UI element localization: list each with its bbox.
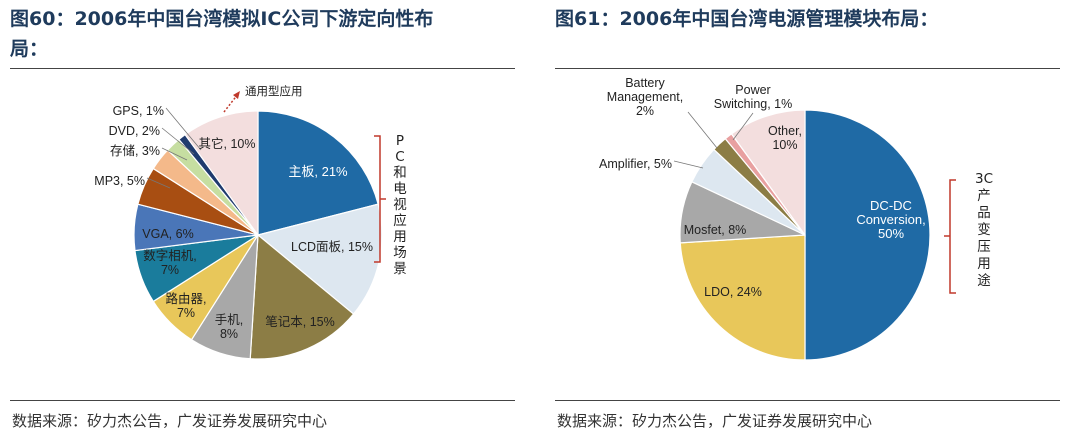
left-bracket-char: 用	[393, 229, 407, 245]
left-leader-存储	[161, 147, 188, 161]
left-label-路由器: 路由器, 7%	[166, 291, 207, 320]
right-leader-amplifier	[673, 160, 704, 169]
right-label-dc-dc-conversion: DC-DC Conversion, 50%	[856, 198, 925, 241]
right-pie-chart: DC-DC Conversion, 50% LDO, 24% Mosfet, 8% Amp…	[599, 76, 993, 361]
left-title-line2: 局：	[10, 38, 49, 60]
left-bracket-char: 电	[393, 181, 407, 197]
right-bracket-char: 途	[977, 272, 991, 289]
left-bracket-char: C	[395, 149, 404, 165]
right-label-amplifier: Amplifier, 5%	[599, 157, 672, 171]
left-label-gps: GPS, 1%	[113, 104, 164, 118]
left-bracket-char: 场	[393, 245, 407, 261]
right-bracket-char: 压	[977, 239, 991, 255]
left-slice-其它	[184, 110, 259, 237]
left-slice-笔记本	[249, 233, 355, 360]
left-bracket	[374, 135, 386, 263]
right-bracket-char: 变	[977, 222, 991, 238]
left-label-lcd面板: LCD面板, 15%	[291, 240, 373, 254]
right-bracket	[944, 179, 956, 294]
right-source: 数据来源：矽力杰公告，广发证券发展研究中心	[557, 412, 873, 430]
right-slice-other	[730, 109, 806, 237]
right-label-power-switching: Power Switching, 1%	[714, 83, 793, 111]
left-leader-gps	[165, 107, 202, 151]
left-leader-dvd	[161, 127, 195, 155]
left-arrow-head	[233, 91, 240, 99]
left-bracket-char: 景	[393, 261, 407, 277]
left-label-dvd: DVD, 2%	[109, 124, 160, 138]
left-label-mp3: MP3, 5%	[94, 174, 145, 188]
left-arrow-label: 通用型应用	[245, 84, 303, 98]
left-chart-panel: 图60：2006年中国台湾模拟IC公司下游定向性布 局： 主板, 21% LCD面…	[0, 0, 530, 447]
right-slice-ldo	[679, 234, 806, 361]
right-chart-panel: 图61：2006年中国台湾电源管理模块布局： DC-DC Conversion, 5…	[545, 0, 1080, 447]
right-source-rule	[555, 400, 1060, 401]
left-source: 数据来源：矽力杰公告，广发证券发展研究中心	[12, 412, 328, 430]
right-bracket-char: 用	[977, 256, 991, 272]
left-label-主板: 主板, 21%	[288, 164, 348, 179]
left-label-数字相机: 数字相机, 7%	[143, 248, 196, 277]
left-bracket-char: P	[396, 133, 404, 149]
right-title-rule	[555, 68, 1060, 69]
right-label-battery-management: Battery Management, 2%	[607, 76, 683, 118]
right-slice-dc-dc-conversion	[804, 109, 931, 361]
left-bracket-char: 和	[393, 165, 407, 181]
left-slice-主板	[257, 110, 379, 236]
left-label-vga: VGA, 6%	[142, 227, 193, 241]
left-bracket-char: 应	[393, 212, 407, 229]
right-bracket-char: 产	[977, 188, 991, 204]
right-chart-title: 图61：2006年中国台湾电源管理模块布局：	[555, 8, 939, 30]
left-chart-title: 图60：2006年中国台湾模拟IC公司下游定向性布 局：	[10, 4, 515, 64]
left-leader-mp3	[146, 177, 171, 189]
left-label-笔记本: 笔记本, 15%	[265, 314, 334, 329]
right-label-other: Other, 10%	[768, 124, 802, 152]
left-label-存储: 存储, 3%	[110, 143, 160, 158]
right-leader-power-switching	[732, 112, 754, 141]
left-pie-chart: 主板, 21% LCD面板, 15% 笔记本, 15% 手机, 8% 路由器, 7% 数字相机…	[94, 84, 407, 360]
right-label-mosfet: Mosfet, 8%	[684, 223, 747, 237]
left-bracket-char: 视	[393, 197, 407, 213]
right-bracket-char: 品	[977, 205, 991, 221]
right-label-ldo: LDO, 24%	[704, 285, 762, 299]
left-title-line1: 图60：2006年中国台湾模拟IC公司下游定向性布	[10, 8, 434, 30]
left-label-手机: 手机, 8%	[215, 313, 243, 341]
left-source-rule	[10, 400, 515, 401]
right-bracket-char: 3C	[975, 171, 993, 187]
right-leader-battery-management	[687, 111, 718, 149]
left-label-其它: 其它, 10%	[199, 136, 256, 151]
left-title-rule	[10, 68, 515, 69]
